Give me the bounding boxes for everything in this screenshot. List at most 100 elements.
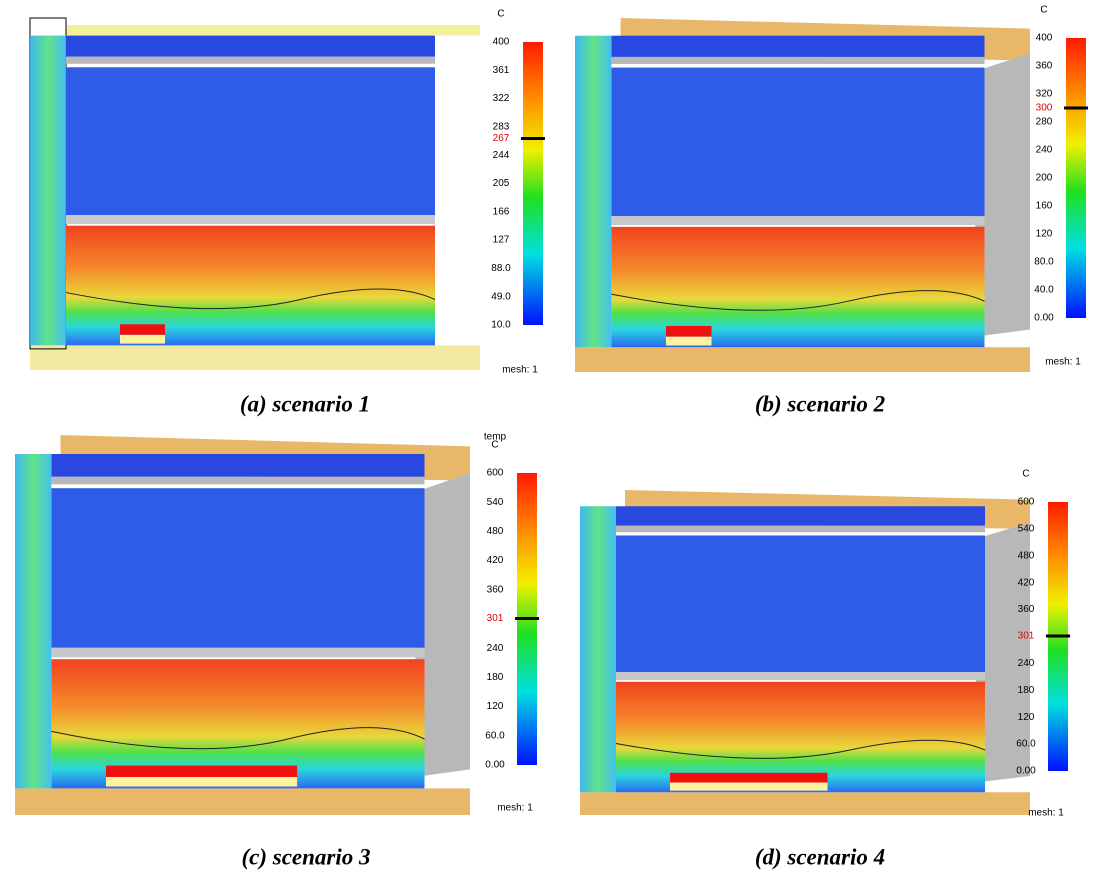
upper-zone (611, 67, 985, 217)
colorbar-tick: 420 (487, 555, 504, 566)
colorbar-tick: 600 (487, 468, 504, 479)
unit-label: C (491, 440, 498, 451)
top-strip (611, 35, 985, 57)
colorbar-tick: 0.00 (485, 760, 505, 771)
contour (51, 727, 425, 750)
colorbar-tick: 120 (1018, 712, 1035, 723)
quantity-label: temp (484, 432, 507, 443)
colorbar-tick: 60.0 (1016, 739, 1036, 750)
colorbar-tick: 360 (1036, 61, 1053, 72)
top-strip (66, 35, 435, 57)
colorbar-tick: 283 (493, 122, 510, 133)
fire (666, 325, 712, 337)
fire (106, 765, 298, 777)
colorbar-tick: 420 (1018, 577, 1035, 588)
colorbar-tick: 540 (1018, 524, 1035, 535)
ceiling (66, 25, 480, 36)
upper-zone (51, 488, 425, 648)
colorbar-tick: 180 (1018, 685, 1035, 696)
caption: (c) scenario 3 (241, 844, 370, 869)
fire (670, 772, 828, 783)
left-column (575, 35, 612, 348)
marker-label: 301 (487, 613, 504, 624)
fire-base (120, 334, 165, 344)
colorbar-tick: 40.0 (1034, 285, 1054, 296)
colorbar-tick: 160 (1036, 201, 1053, 212)
colorbar-tick: 280 (1036, 117, 1053, 128)
marker-label: 300 (1036, 103, 1053, 114)
colorbar-tick: 200 (1036, 173, 1053, 184)
colorbar (1066, 38, 1086, 318)
colorbar-tick: 480 (1018, 550, 1035, 561)
shelf (616, 525, 985, 533)
right-wall (975, 53, 1030, 337)
colorbar-tick: 180 (487, 672, 504, 683)
colorbar-tick: 540 (487, 497, 504, 508)
left-column (30, 35, 66, 346)
mesh-label: mesh: 1 (1045, 357, 1081, 368)
caption: (b) scenario 2 (755, 391, 885, 416)
fire-base (666, 336, 712, 346)
floor (575, 347, 1030, 372)
mesh-label: mesh: 1 (502, 365, 538, 376)
right-wall (415, 473, 470, 777)
colorbar-tick: 400 (1036, 33, 1053, 44)
marker-label: 301 (1018, 631, 1035, 642)
colorbar (523, 42, 543, 325)
contour (65, 288, 436, 310)
colorbar-tick: 0.00 (1016, 766, 1036, 777)
colorbar-tick: 480 (487, 526, 504, 537)
unit-label: C (497, 9, 504, 20)
shelf (51, 476, 425, 485)
colorbar-tick: 120 (487, 701, 504, 712)
colorbar-tick: 240 (1018, 658, 1035, 669)
colorbar-tick: 600 (1018, 497, 1035, 508)
marker-label: 267 (493, 133, 510, 144)
colorbar-tick: 361 (493, 65, 510, 76)
unit-label: C (1022, 469, 1029, 480)
shelf (611, 216, 985, 226)
colorbar-tick: 360 (487, 584, 504, 595)
top-strip (616, 506, 985, 526)
caption: (d) scenario 4 (755, 844, 885, 869)
colorbar-tick: 10.0 (491, 320, 511, 331)
colorbar-tick: 88.0 (491, 263, 511, 274)
contour (615, 739, 986, 759)
colorbar-tick: 360 (1018, 604, 1035, 615)
colorbar-tick: 120 (1036, 229, 1053, 240)
shelf (51, 647, 425, 658)
shelf (66, 56, 435, 64)
upper-zone (616, 535, 985, 672)
shelf (66, 215, 435, 224)
floor (30, 345, 480, 370)
right-wall (976, 522, 1030, 783)
colorbar-tick: 49.0 (491, 291, 511, 302)
colorbar-tick: 0.00 (1034, 313, 1054, 324)
fire-base (670, 782, 828, 791)
top-strip (51, 454, 425, 477)
colorbar-tick: 166 (493, 206, 510, 217)
contour (611, 290, 985, 311)
colorbar-tick: 240 (487, 643, 504, 654)
fire (120, 324, 165, 335)
mesh-label: mesh: 1 (1028, 808, 1064, 819)
caption: (a) scenario 1 (240, 391, 370, 416)
colorbar-tick: 320 (1036, 89, 1053, 100)
floor (580, 792, 1030, 815)
floor (15, 788, 470, 815)
colorbar-tick: 240 (1036, 145, 1053, 156)
shelf (616, 672, 985, 681)
colorbar-tick: 244 (493, 150, 510, 161)
colorbar-tick: 322 (493, 93, 510, 104)
left-column (580, 506, 616, 793)
colorbar-tick: 80.0 (1034, 257, 1054, 268)
unit-label: C (1040, 5, 1047, 16)
colorbar-tick: 60.0 (485, 730, 505, 741)
left-column (15, 454, 52, 789)
shelf (611, 56, 985, 65)
fire-base (106, 777, 298, 787)
mesh-label: mesh: 1 (497, 803, 533, 814)
upper-zone (66, 67, 435, 216)
colorbar-tick: 205 (493, 178, 510, 189)
